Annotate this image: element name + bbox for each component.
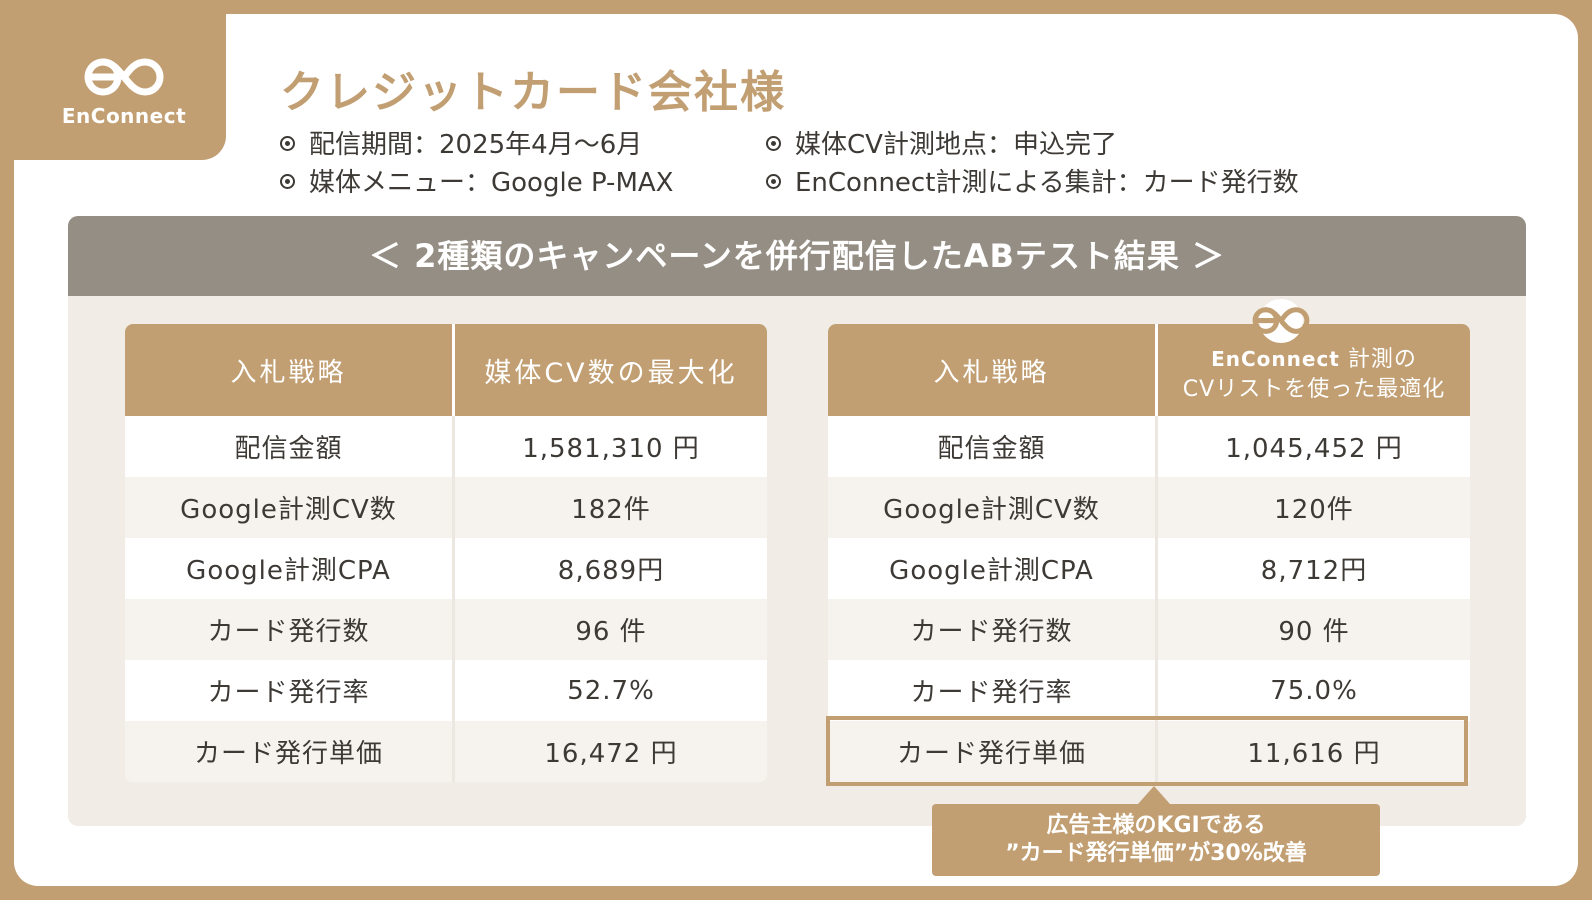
callout-line: ”カード発行単価”が30%改善 [1005, 841, 1307, 866]
header-text: CVリストを使った最適化 [1182, 376, 1446, 402]
table-row: カード発行率 75.0% [828, 660, 1470, 721]
table-row: カード発行数 96 件 [125, 599, 767, 660]
row-label: カード発行数 [125, 599, 455, 660]
table-header: 入札戦略 EnConnect 計測の CVリストを使った最適化 [828, 324, 1470, 416]
row-value: 8,712円 [1158, 538, 1470, 599]
table-header: 入札戦略 媒体CV数の最大化 [125, 324, 767, 416]
ab-test-panel: ＜ 2種類のキャンペーンを併行配信したABテスト結果 ＞ 入札戦略 媒体CV数の… [68, 216, 1526, 826]
row-value: 120件 [1158, 477, 1470, 538]
right-results-table: 入札戦略 EnConnect 計測の CVリストを使った最適化 配信金額 1,0… [828, 324, 1470, 782]
table-row: Google計測CPA 8,689円 [125, 538, 767, 599]
row-label: Google計測CV数 [125, 477, 455, 538]
info-text: EnConnect計測による集計：カード発行数 [795, 168, 1299, 198]
left-results-table: 入札戦略 媒体CV数の最大化 配信金額 1,581,310 円 Google計測… [125, 324, 767, 782]
header-cell: 媒体CV数の最大化 [455, 324, 767, 416]
table-row: 配信金額 1,581,310 円 [125, 416, 767, 477]
info-text: 媒体メニュー：Google P-MAX [309, 168, 674, 198]
row-value: 182件 [455, 477, 767, 538]
info-delivery-period: 配信期間：2025年4月〜6月 [280, 126, 642, 164]
row-value: 90 件 [1158, 599, 1470, 660]
row-label: 配信金額 [125, 416, 455, 477]
header-cell-enconnect: EnConnect 計測の CVリストを使った最適化 [1158, 324, 1470, 416]
table-row: 配信金額 1,045,452 円 [828, 416, 1470, 477]
row-label: カード発行単価 [828, 721, 1158, 782]
enconnect-infinity-icon [84, 58, 164, 96]
bullet-icon [766, 136, 781, 151]
bullet-icon [766, 174, 781, 189]
row-label: カード発行数 [828, 599, 1158, 660]
row-label: カード発行率 [828, 660, 1158, 721]
info-text: 媒体CV計測地点：申込完了 [795, 130, 1117, 160]
enconnect-badge-icon [1252, 299, 1310, 343]
table-row-highlighted: カード発行単価 11,616 円 [828, 721, 1470, 782]
panel-title: ＜ 2種類のキャンペーンを併行配信したABテスト結果 ＞ [68, 216, 1526, 296]
callout-note: 広告主様のKGIである ”カード発行単価”が30%改善 [932, 786, 1380, 876]
row-label: Google計測CV数 [828, 477, 1158, 538]
row-label: Google計測CPA [828, 538, 1158, 599]
enconnect-logo: EnConnect [54, 54, 194, 134]
highlight-box [826, 716, 1468, 786]
info-text: 配信期間：2025年4月〜6月 [309, 130, 643, 160]
row-value: 16,472 円 [455, 721, 767, 782]
logo-text: EnConnect [61, 104, 187, 128]
callout-line: 広告主様のKGIである [1046, 813, 1266, 838]
row-value: 1,045,452 円 [1158, 416, 1470, 477]
table-row: カード発行数 90 件 [828, 599, 1470, 660]
row-label: カード発行単価 [125, 721, 455, 782]
row-value: 1,581,310 円 [455, 416, 767, 477]
row-value: 11,616 円 [1158, 721, 1470, 782]
row-value: 52.7% [455, 660, 767, 721]
table-row: Google計測CV数 182件 [125, 477, 767, 538]
table-row: カード発行率 52.7% [125, 660, 767, 721]
header-cell: 入札戦略 [828, 324, 1158, 416]
row-label: 配信金額 [828, 416, 1158, 477]
page-title: クレジットカード会社様 [280, 67, 786, 118]
row-value: 8,689円 [455, 538, 767, 599]
info-cv-point: 媒体CV計測地点：申込完了 [766, 126, 1117, 164]
info-media-menu: 媒体メニュー：Google P-MAX [280, 164, 673, 202]
table-row: カード発行単価 16,472 円 [125, 721, 767, 782]
table-row: Google計測CPA 8,712円 [828, 538, 1470, 599]
logo-tab: EnConnect [14, 14, 226, 160]
row-value: 75.0% [1158, 660, 1470, 721]
row-label: カード発行率 [125, 660, 455, 721]
table-row: Google計測CV数 120件 [828, 477, 1470, 538]
info-aggregation: EnConnect計測による集計：カード発行数 [766, 164, 1299, 202]
row-label: Google計測CPA [125, 538, 455, 599]
bullet-icon [280, 136, 295, 151]
header-brand: EnConnect [1211, 346, 1340, 371]
header-text: 計測の [1347, 346, 1417, 372]
bullet-icon [280, 174, 295, 189]
header-cell: 入札戦略 [125, 324, 455, 416]
row-value: 96 件 [455, 599, 767, 660]
